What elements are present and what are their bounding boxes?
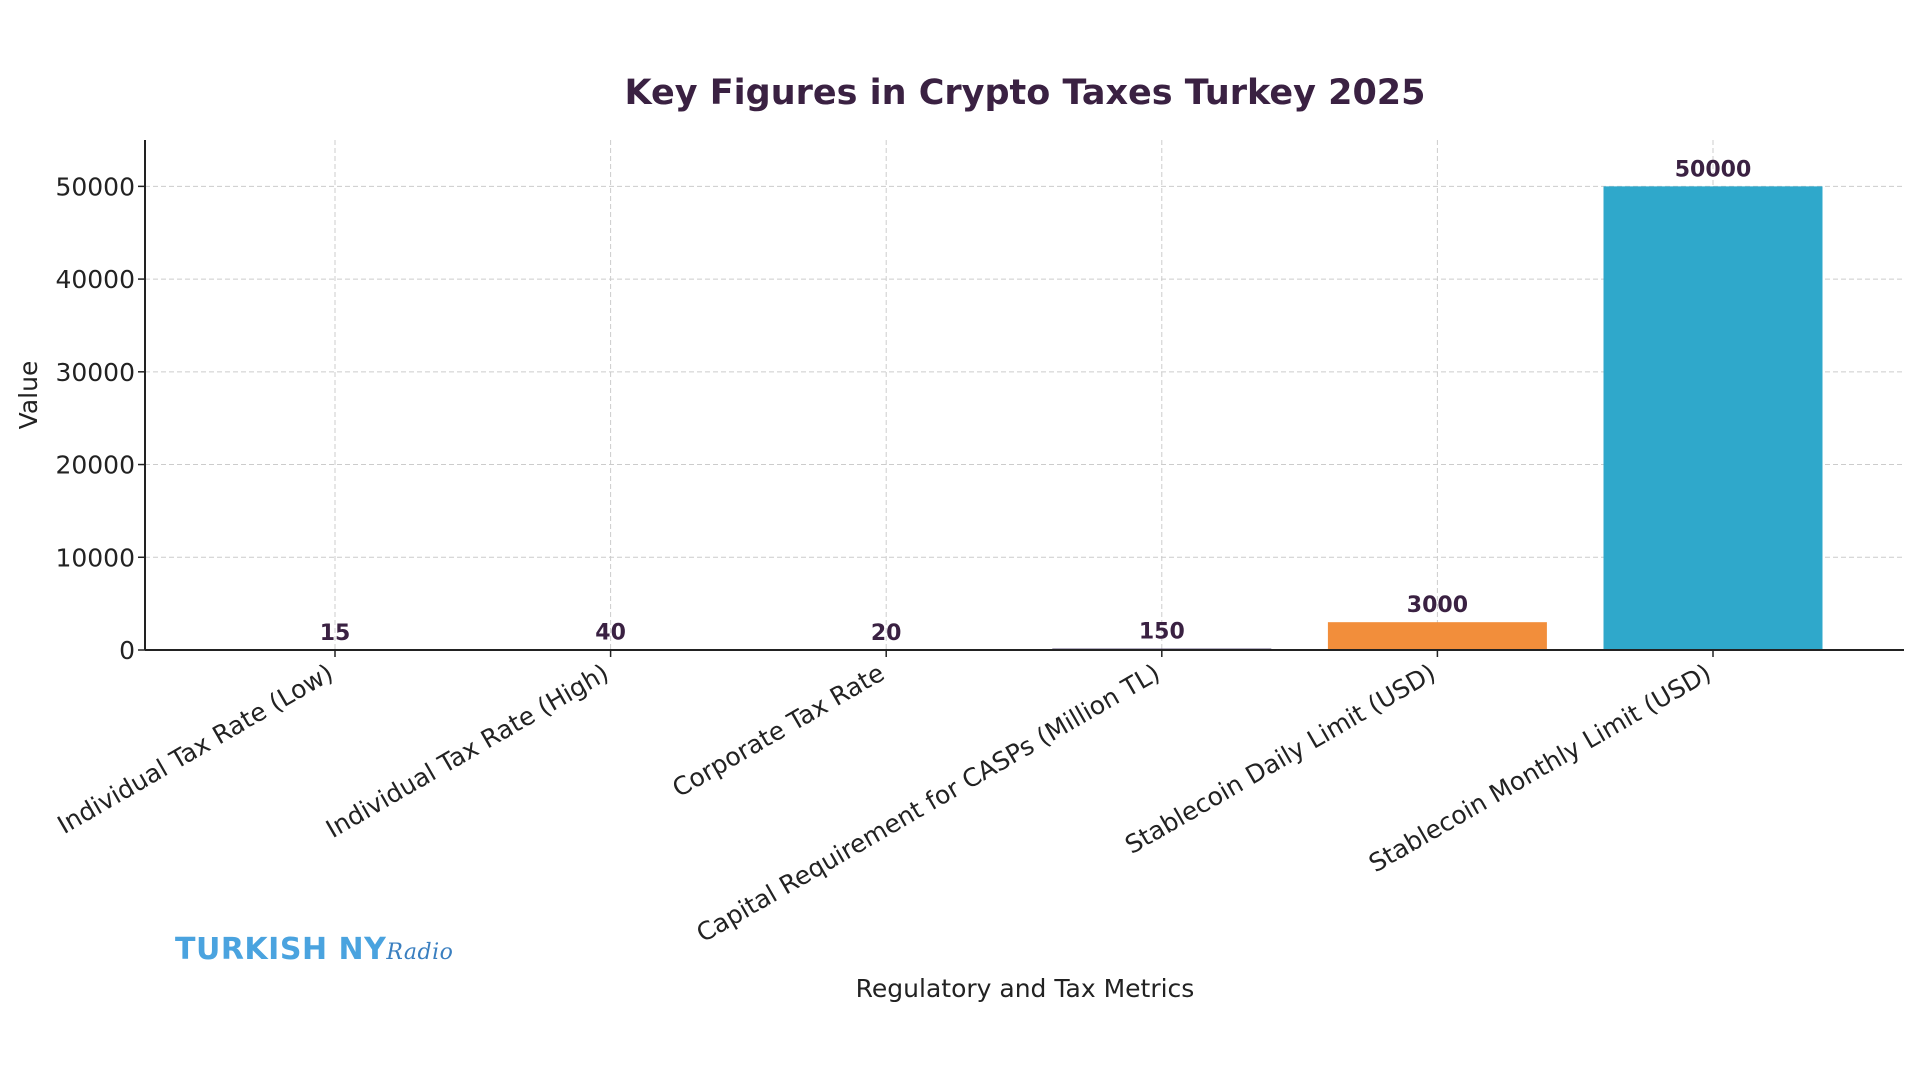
data-label: 15 [320,621,351,646]
y-tick-label: 20000 [55,451,135,480]
data-label: 40 [595,621,626,646]
y-tick-label: 40000 [55,265,135,294]
y-axis-label: Value [14,361,43,430]
x-tick-label: Capital Requirement for CASPs (Million T… [691,658,1164,948]
bar [1603,186,1823,650]
data-label: 50000 [1675,157,1752,182]
data-label: 20 [871,621,902,646]
data-label: 3000 [1407,593,1468,618]
y-tick-label: 30000 [55,358,135,387]
bar [1327,622,1547,650]
y-tick-label: 10000 [55,543,135,572]
y-tick-label: 50000 [55,172,135,201]
x-tick-label: Individual Tax Rate (High) [321,658,614,844]
x-tick-label: Individual Tax Rate (Low) [53,658,338,840]
turkish-ny-radio-logo: TURKISH NYRadio [175,932,454,967]
y-tick-label: 0 [119,636,135,665]
chart-title: Key Figures in Crypto Taxes Turkey 2025 [624,73,1425,113]
x-tick-label: Stablecoin Daily Limit (USD) [1120,658,1440,860]
x-axis-label: Regulatory and Tax Metrics [856,974,1195,1003]
data-label: 150 [1139,620,1185,645]
x-tick-label: Corporate Tax Rate [667,658,889,803]
